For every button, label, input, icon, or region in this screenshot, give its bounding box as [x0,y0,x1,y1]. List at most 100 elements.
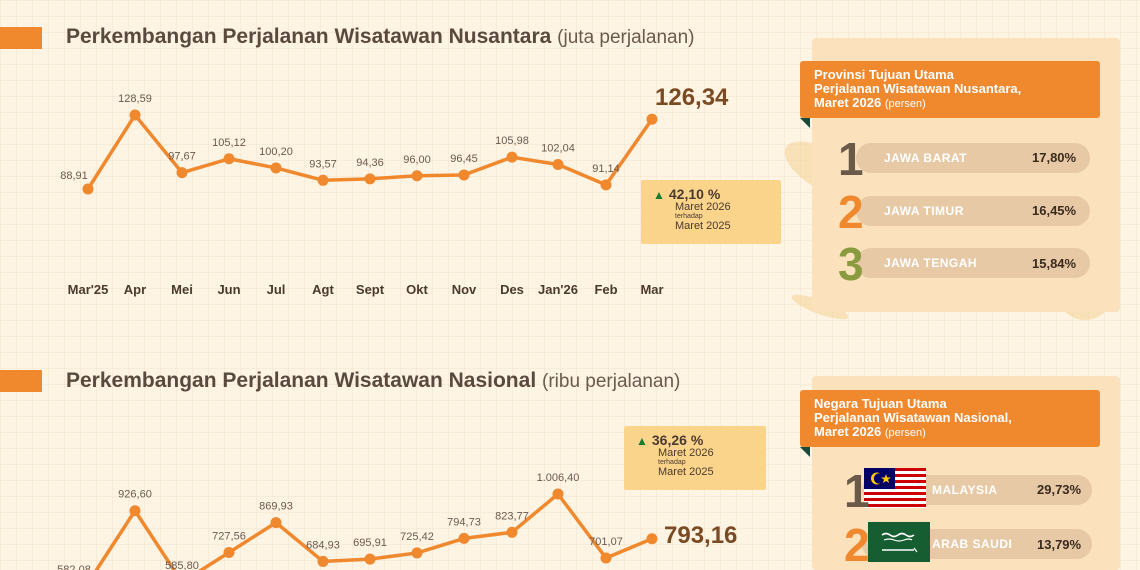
panel1-rank-number-1: 1 [838,133,864,185]
section1-accent-bar [0,27,42,49]
data-point [600,179,612,191]
panel1-rank-number-3: 3 [838,238,864,290]
data-label: 128,59 [118,93,152,105]
section1-growth-line1: Maret 2026 [675,201,731,213]
triangle-up-icon: ▲ [653,188,665,202]
panel1-header-fold [800,118,810,128]
panel1-rank-row-2 [856,196,1090,226]
x-tick-label: Apr [124,282,146,297]
section1-unit: (juta perjalanan) [557,27,695,48]
x-tick-label: Mei [171,282,193,297]
data-label: 585,80 [165,560,199,570]
panel1-rank-pct-2: 16,45% [1032,203,1077,218]
data-label: 96,00 [403,154,431,166]
saudi-arabia-flag [868,522,930,562]
section2-growth-line1: Maret 2026 [658,447,714,459]
triangle-up-icon: ▲ [636,434,648,448]
section1-growth-line3: Maret 2025 [675,220,731,232]
data-label: 96,45 [450,153,478,165]
data-label: 94,36 [356,157,384,169]
x-tick-label: Feb [594,282,617,297]
data-label: 794,73 [447,516,481,528]
data-label: 684,93 [306,539,340,551]
data-label: 869,93 [259,501,293,513]
section1-title-text: Perkembangan Perjalanan Wisatawan Nusant… [66,25,552,48]
panel1-rank-name-3: JAWA TENGAH [884,256,978,270]
section1-latest-value: 126,34 [655,84,729,111]
data-point [270,162,282,174]
panel1-rank-number-2: 2 [838,186,864,238]
x-tick-label: Nov [452,282,477,297]
data-label: 93,57 [309,158,337,170]
section2-growth-box: ▲ 36,26 % Maret 2026 terhadap Maret 2025 [624,426,766,490]
data-label: 91,14 [592,163,620,175]
section1-title: Perkembangan Perjalanan Wisatawan Nusant… [66,25,694,49]
panel1-header-line1: Provinsi Tujuan Utama [814,67,954,82]
panel2-header: Negara Tujuan Utama Perjalanan Wisatawan… [800,390,1100,447]
chart-wisatawan-nusantara: 88,91 128,59 97,67 105,12 100,20 93,57 94,36 96… [60,93,663,297]
x-tick-label: Des [500,282,524,297]
data-point [129,505,141,517]
data-point [129,109,141,121]
section2-growth-pct: 36,26 % [651,432,704,448]
x-tick-label: Jan'26 [538,282,578,297]
data-point [411,547,423,559]
section1-growth-box: ▲ 42,10 % Maret 2026 terhadap Maret 2025 [641,180,781,244]
data-point [364,173,376,185]
data-label: 725,42 [400,531,434,543]
panel2-header-line2: Perjalanan Wisatawan Nasional, [814,410,1012,425]
section2-latest-value: 793,16 [664,522,738,549]
data-label: 823,77 [495,510,529,522]
data-point [552,159,564,171]
data-label: 727,56 [212,530,246,542]
x-tick-label: Sept [356,282,385,297]
panel2-rank-number-1: 1 [844,465,870,517]
section2-title: Perkembangan Perjalanan Wisatawan Nasion… [66,369,680,393]
data-point [223,153,235,165]
panel1-header: Provinsi Tujuan Utama Perjalanan Wisataw… [800,61,1100,118]
data-point [317,555,329,567]
x-tick-label: Jul [267,282,286,297]
data-point [552,488,564,500]
panel1-rank-pct-3: 15,84% [1032,256,1077,271]
section2-growth-line2: terhadap [658,459,686,466]
data-label: 105,98 [495,135,529,147]
panel2-rank-name-1: MALAYSIA [932,483,998,497]
data-point [317,174,329,186]
panel2-header-line1: Negara Tujuan Utama [814,396,947,411]
data-point [176,167,188,179]
data-point [600,552,612,564]
data-point [458,169,470,181]
panel1-rank-row-3 [856,248,1090,278]
panel2-header-unit: (persen) [884,427,926,439]
panel2-header-fold [800,447,810,457]
data-point [458,532,470,544]
malaysia-flag [864,468,926,508]
panel1-rank-name-1: JAWA BARAT [884,151,967,165]
x-tick-label: Okt [406,282,428,297]
panel2-rank-name-2: ARAB SAUDI [932,537,1013,551]
panel1-header-unit: (persen) [884,98,926,110]
panel2-rank-number-2: 2 [844,519,870,570]
section2-accent-bar [0,370,42,392]
data-point [646,113,658,125]
panel2-rank-pct-1: 29,73% [1037,482,1082,497]
section1-growth-pct: 42,10 % [668,186,721,202]
data-point [411,170,423,182]
chart-wisatawan-nasional: 582,08 926,60 585,80 727,56 869,93 684,93 695,… [57,472,658,570]
x-tick-label: Mar'25 [68,282,109,297]
x-tick-label: Mar [640,282,663,297]
data-label: 1.006,40 [537,472,580,484]
section2-unit: (ribu perjalanan) [542,371,681,392]
data-point [506,151,518,163]
data-label: 105,12 [212,137,246,149]
panel2-rank-pct-2: 13,79% [1037,537,1082,552]
data-label: 701,07 [589,536,623,548]
panel1-header-line2: Perjalanan Wisatawan Nusantara, [814,81,1022,96]
data-point [364,553,376,565]
panel1-rank-name-2: JAWA TIMUR [884,204,964,218]
data-label: 582,08 [57,564,91,570]
panel2-header-line3: Maret 2026 [814,424,882,439]
panel1-header-line3: Maret 2026 [814,95,882,110]
section2-growth-value: ▲ 36,26 % [636,432,754,448]
